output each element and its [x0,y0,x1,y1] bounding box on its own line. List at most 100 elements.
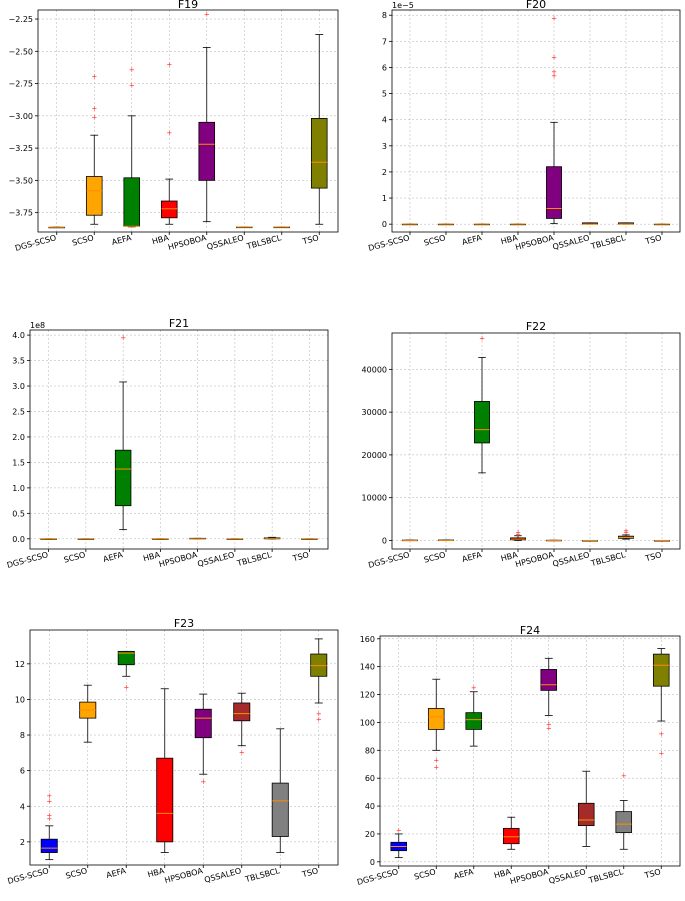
y-tick-label: 7 [382,37,387,46]
box-hba [502,816,520,850]
outlier-point: + [200,778,206,786]
y-tick-label: 160 [360,635,375,644]
box-iqr [40,838,58,853]
y-tick-label: 8 [382,11,387,20]
box-qssaleo: + [233,692,251,756]
box-tso [654,539,670,542]
outlier-point: + [316,710,322,718]
y-tick-label: 0.5 [12,509,25,518]
box-hpsoboa: ++++ [546,14,562,225]
outlier-point: + [471,684,477,692]
y-tick-label: 10 [15,695,25,704]
outlier-point: + [546,725,552,733]
box-hpsoboa: ++ [540,657,558,733]
box-qssaleo [577,770,595,847]
box-aefa: + [117,650,135,691]
y-tick-label: 3.0 [12,382,25,391]
x-tick-label: AEFA [105,866,127,880]
x-tick-label: HBA [500,550,519,563]
box-scso: +++ [85,72,103,225]
y-tick-label: 0 [370,858,375,867]
outlier-point: + [551,14,557,22]
x-tick-label: TBLSBCL [589,550,627,568]
box-iqr [123,177,141,227]
box-tso: ++ [310,638,328,724]
y-tick-label: 2 [382,168,387,177]
outlier-point: + [91,114,97,122]
y-tick-label: 3 [382,142,387,151]
chart-title: F20 [526,0,546,11]
box-dgs-scso: + [390,826,408,859]
outlier-point: + [46,797,52,805]
x-tick-label: TSO [301,233,320,246]
box-hpsoboa [189,537,206,540]
box-dgs-scso [402,539,418,542]
y-tick-label: 40 [365,802,375,811]
axis-exponent-label: 1e−5 [392,1,414,10]
x-tick-label: SCSO [423,233,447,247]
box-iqr [85,176,103,216]
box-dgs-scso [402,223,418,226]
outlier-point: + [239,748,245,756]
y-tick-label: 0 [382,536,387,545]
box-iqr [156,757,174,843]
x-tick-label: TSO [644,233,663,246]
y-tick-label: −2.75 [8,80,33,89]
x-tick-label: HPSOBOA [514,233,555,252]
x-tick-label: TBLSBCL [245,233,283,251]
box-tso: ++ [652,648,670,758]
x-tick-label: TBLSBCL [589,233,627,251]
outlier-point: + [515,531,521,539]
outlier-point: + [551,54,557,62]
x-tick-label: HPSOBOA [164,866,205,885]
x-tick-label: SCSO [65,866,89,880]
plot-frame [29,629,339,866]
x-tick-label: TSO [644,550,663,563]
box-iqr [117,650,135,666]
box-iqr [540,669,558,691]
outlier-point: + [166,129,172,137]
box-hba [156,688,174,853]
y-tick-label: 1 [382,194,387,203]
y-tick-label: 100 [360,718,375,727]
y-tick-label: −3.75 [8,209,33,218]
box-scso [77,538,95,540]
x-tick-label: HBA [142,550,161,563]
box-iqr [271,782,289,837]
box-iqr [615,811,633,833]
box-iqr [465,712,483,730]
x-tick-label: HPSOBOA [158,550,199,569]
outlier-point: + [91,72,97,80]
y-tick-label: 40000 [362,365,387,374]
axis-exponent-label: 1e8 [30,321,45,330]
box-tso [654,223,670,226]
box-iqr [474,401,490,444]
x-tick-label: TBLSBCL [243,866,281,884]
box-aefa: ++ [123,66,141,228]
x-tick-label: HBA [500,233,519,246]
x-tick-label: AEFA [102,550,124,564]
y-tick-label: 6 [20,767,25,776]
box-aefa [474,223,490,226]
box-qssaleo [582,222,598,225]
x-tick-label: TSO [300,866,319,879]
outlier-point: + [120,334,126,342]
y-tick-label: 0 [382,220,387,229]
y-tick-label: 80 [365,746,375,755]
box-scso [438,539,454,542]
outlier-point: + [129,66,135,74]
y-tick-label: −2.50 [8,47,33,56]
x-tick-label: QSSALEO [552,550,591,569]
y-tick-label: −3.50 [8,176,33,185]
box-tso [301,538,318,540]
y-tick-label: 1.0 [12,484,25,493]
box-scso [79,684,97,743]
x-tick-label: DGS-SCSO [356,867,399,887]
x-tick-label: HBA [151,233,170,246]
y-tick-label: 20 [365,830,375,839]
outlier-point: + [623,528,629,536]
